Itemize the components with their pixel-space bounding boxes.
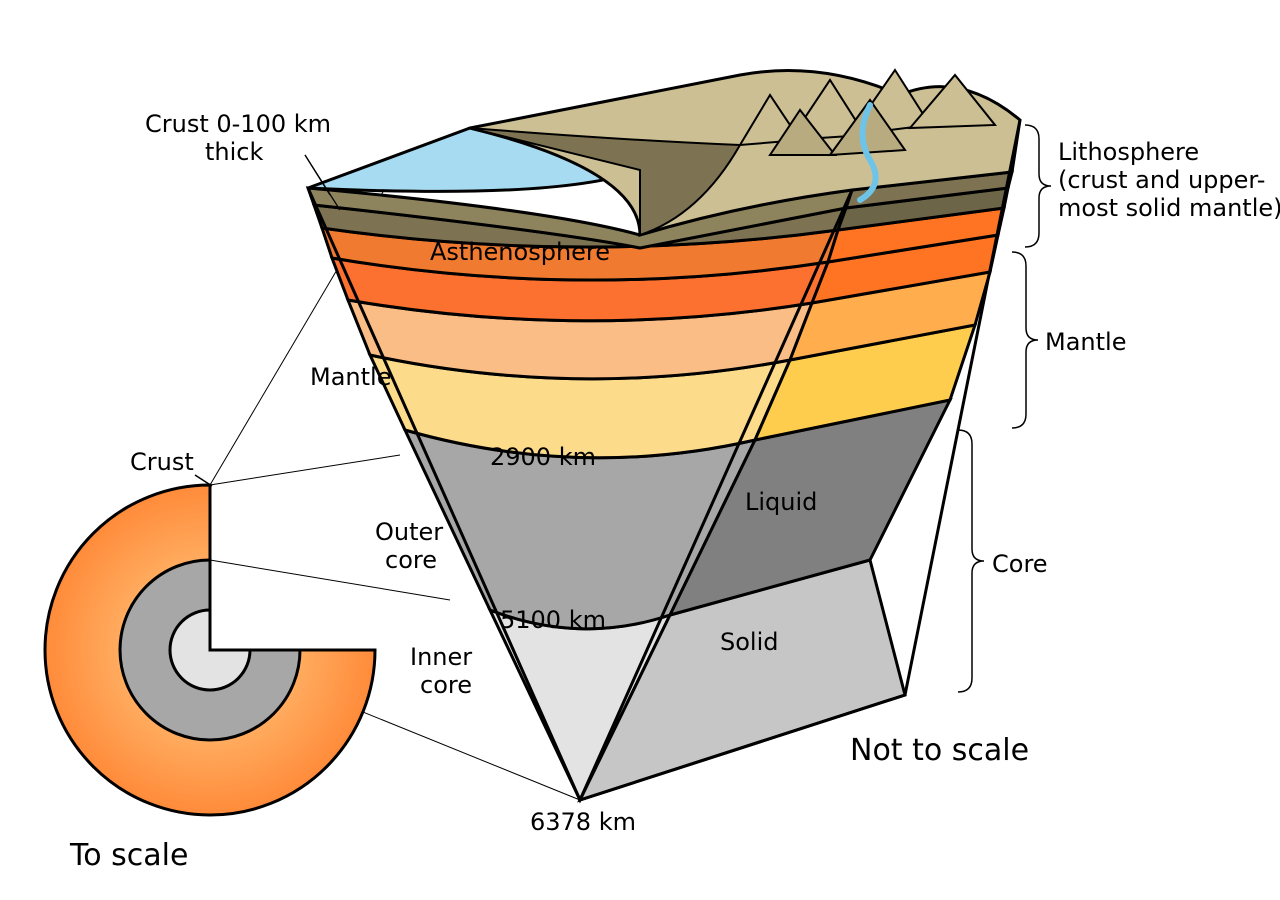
lithosphere-label1: Lithosphere <box>1058 138 1199 166</box>
asthenosphere-label: Asthenosphere <box>430 238 610 266</box>
depth-2900-label: 2900 km <box>490 443 596 471</box>
outer-core-label2: core <box>385 546 437 574</box>
depth-6378-label: 6378 km <box>530 808 636 836</box>
mantle-side-label: Mantle <box>1045 328 1126 356</box>
core-side-label: Core <box>992 550 1048 578</box>
outer-core-label1: Outer <box>375 518 443 546</box>
to-scale-label: To scale <box>69 838 188 873</box>
wedge-diagram <box>308 70 1020 800</box>
lithosphere-label3: most solid mantle) <box>1058 194 1280 222</box>
mantle-front-label: Mantle <box>310 363 391 391</box>
scale-diagram <box>45 475 375 815</box>
inner-core-label1: Inner <box>410 643 472 671</box>
inner-core-label2: core <box>420 671 472 699</box>
not-to-scale-label: Not to scale <box>850 733 1029 768</box>
lithosphere-label2: (crust and upper- <box>1058 166 1265 194</box>
crust-small-label: Crust <box>130 448 194 476</box>
liquid-label: Liquid <box>745 488 817 516</box>
solid-label: Solid <box>720 628 779 656</box>
crust-callout-label: Crust 0-100 km <box>145 110 331 138</box>
crust-callout-label2: thick <box>205 138 263 166</box>
depth-5100-label: 5100 km <box>500 606 606 634</box>
